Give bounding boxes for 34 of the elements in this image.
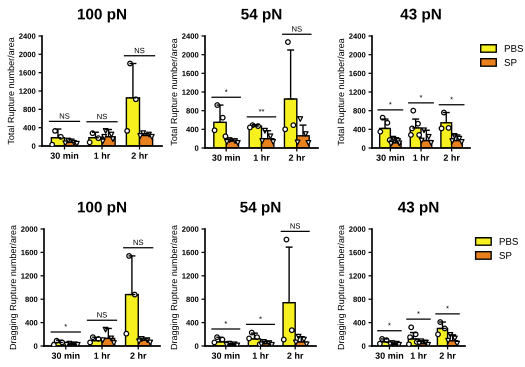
chart-title: 100 pN: [78, 202, 126, 216]
chart-title: 100 pN: [78, 8, 126, 23]
x-tick-label: 2 hr: [132, 152, 148, 159]
x-tick-label: 30 min: [50, 152, 78, 159]
x-tick-label: 30 min: [376, 154, 404, 161]
legend-label: SP: [499, 252, 512, 259]
y-axis-title: Dragging Rupture number/area: [170, 225, 179, 350]
x-tick-label: 30 min: [212, 154, 240, 161]
chart-title: 54 pN: [240, 202, 280, 216]
x-tick-label: 1 hr: [94, 352, 110, 359]
x-tick-label: 30 min: [212, 352, 240, 359]
x-tick-label: 2 hr: [130, 352, 146, 359]
x-tick-label: 2 hr: [444, 154, 460, 161]
y-axis-title: Total Rupture number/area: [8, 37, 16, 144]
x-tick-label: 2 hr: [288, 154, 305, 161]
x-tick-label: 30 min: [375, 352, 404, 359]
x-tick-label: 1 hr: [254, 154, 270, 161]
x-tick-label: 1 hr: [413, 154, 430, 161]
chart-title: 43 pN: [400, 8, 441, 23]
x-tick-label: 1 hr: [94, 152, 110, 159]
x-tick-label: 1 hr: [410, 352, 427, 359]
chart-title: 54 pN: [241, 8, 282, 23]
legend-label: PBS: [504, 45, 524, 52]
x-tick-label: 1 hr: [252, 352, 269, 359]
legend-label: PBS: [500, 238, 518, 245]
chart-title: 43 pN: [398, 202, 438, 216]
x-tick-label: 30 min: [52, 352, 80, 359]
y-axis-title: Dragging Rupture number/area: [338, 225, 346, 350]
legend-label: SP: [504, 59, 516, 66]
y-axis-title: Total Rupture number/area: [338, 38, 346, 146]
x-tick-label: 2 hr: [440, 352, 456, 359]
x-tick-label: 2 hr: [287, 352, 304, 359]
y-axis-title: Total Rupture number/area: [170, 38, 179, 146]
y-axis-title: Dragging Rupture number/area: [10, 225, 18, 350]
